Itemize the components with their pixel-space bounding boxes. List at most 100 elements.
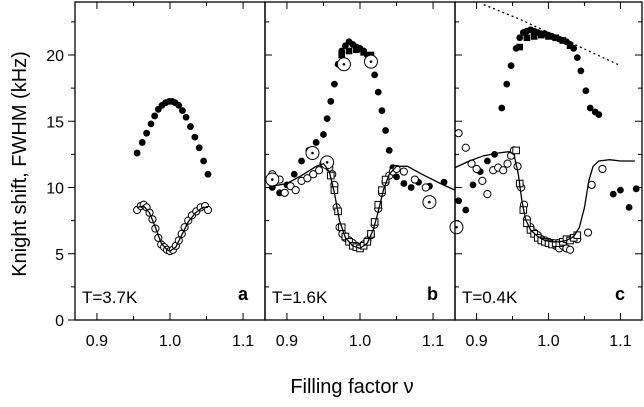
x-tick-label: 0.9 <box>86 333 108 350</box>
y-tick-label: 20 <box>46 48 64 65</box>
point-open-square <box>512 146 520 155</box>
point-filled-circle <box>327 97 335 105</box>
x-axis-label: Filling factor ν <box>290 376 413 398</box>
x-tick-label: 1.0 <box>349 333 371 350</box>
y-tick-label: 10 <box>46 181 64 198</box>
point-open-circle <box>461 143 470 152</box>
point-filled-circle <box>577 67 585 75</box>
point-filled-circle <box>498 104 506 112</box>
point-filled-circle <box>400 180 408 187</box>
x-tick-label: 0.9 <box>276 333 298 350</box>
temperature-label: T=1.6K <box>272 288 328 307</box>
point-open-circle <box>472 164 481 174</box>
point-open-circle <box>483 190 492 199</box>
point-filled-square <box>559 37 567 44</box>
y-tick-label: 0 <box>55 313 64 330</box>
point-filled-circle <box>582 87 590 95</box>
point-filled-circle <box>462 206 470 214</box>
point-filled-circle <box>378 107 386 115</box>
point-filled-circle <box>175 101 183 109</box>
point-open-circle <box>314 166 324 175</box>
point-open-square <box>378 186 386 194</box>
x-tick-label: 0.9 <box>465 333 487 350</box>
point-filled-circle <box>143 129 151 137</box>
point-open-circle <box>454 129 463 138</box>
point-filled-circle <box>455 197 462 205</box>
point-filled-circle <box>573 54 581 62</box>
dotted-trend-line <box>483 3 621 67</box>
point-open-circle <box>399 167 408 176</box>
point-open-circle <box>598 164 607 174</box>
panel-frame <box>454 1 643 321</box>
x-tick-label: 1.1 <box>422 333 444 350</box>
point-filled-square <box>360 49 367 56</box>
point-filled-circle <box>385 147 393 154</box>
point-open-circle <box>503 159 512 168</box>
point-filled-circle <box>374 88 382 96</box>
point-filled-square <box>353 46 360 53</box>
point-filled-circle <box>625 203 633 211</box>
point-filled-circle <box>632 185 640 193</box>
y-tick-label: 5 <box>55 247 64 264</box>
panel-letter: c <box>615 284 625 304</box>
point-filled-circle <box>298 157 305 165</box>
point-filled-circle <box>204 170 212 178</box>
point-filled-square <box>338 51 346 59</box>
point-filled-circle <box>133 149 141 157</box>
point-open-circle <box>410 175 419 184</box>
point-open-circle <box>421 183 430 192</box>
point-filled-circle <box>200 157 208 165</box>
point-filled-circle <box>312 139 320 146</box>
x-tick-label: 1.1 <box>232 333 254 350</box>
point-filled-circle <box>382 127 389 134</box>
point-filled-circle <box>147 120 155 128</box>
point-filled-circle <box>191 133 199 141</box>
point-filled-circle <box>617 186 624 194</box>
point-filled-circle <box>503 80 511 88</box>
point-big-open-circle-center <box>369 60 373 63</box>
point-filled-circle <box>491 150 498 158</box>
point-big-open-circle-center <box>325 161 329 164</box>
temperature-label: T=0.4K <box>462 288 518 307</box>
point-big-open-circle-center <box>428 200 431 204</box>
point-open-circle <box>565 245 575 254</box>
point-open-circle <box>309 170 318 179</box>
point-big-open-circle-center <box>311 151 314 155</box>
point-open-circle <box>303 174 312 183</box>
point-filled-circle <box>187 123 194 130</box>
panel-c: 0.9 1.0 1.1 T=0.4K c <box>454 1 643 350</box>
x-tick-label: 1.0 <box>159 333 181 350</box>
x-tick-label: 1.1 <box>609 333 631 350</box>
panel-b: 0.9 1.0 1.1 T=1.6K b <box>264 1 464 350</box>
point-filled-circle <box>182 113 190 121</box>
point-filled-circle <box>138 139 146 146</box>
point-filled-circle <box>595 111 603 119</box>
point-open-circle <box>291 186 300 195</box>
point-filled-square <box>530 33 538 40</box>
x-tick-label: 1.0 <box>537 333 559 350</box>
point-filled-square <box>516 43 524 51</box>
panels: 0.9 1.0 1.1 0 5 10 15 20 T=3.7K a 0.9 1.0 1.1 T=1.6K b… <box>46 1 643 350</box>
point-filled-circle <box>516 34 524 42</box>
point-filled-circle <box>331 80 338 88</box>
point-filled-circle <box>320 131 327 138</box>
point-open-circle <box>203 205 213 215</box>
point-filled-circle <box>195 144 203 152</box>
point-open-circle <box>478 176 487 185</box>
panel-letter: a <box>238 284 249 304</box>
point-open-circle <box>392 164 401 174</box>
point-filled-circle <box>507 62 515 69</box>
point-filled-square <box>345 47 353 55</box>
panel-a: 0.9 1.0 1.1 0 5 10 15 20 T=3.7K a <box>46 1 266 350</box>
point-open-circle <box>499 166 508 175</box>
point-filled-circle <box>483 157 491 165</box>
point-filled-circle <box>290 170 298 178</box>
panel-letter: b <box>427 284 438 304</box>
point-filled-circle <box>371 71 379 79</box>
point-filled-circle <box>151 112 159 120</box>
point-filled-circle <box>469 181 477 189</box>
y-tick-label: 15 <box>46 114 64 131</box>
y-axis-label: Knight shift, FWHM (kHz) <box>9 51 31 277</box>
point-filled-square <box>545 33 552 40</box>
